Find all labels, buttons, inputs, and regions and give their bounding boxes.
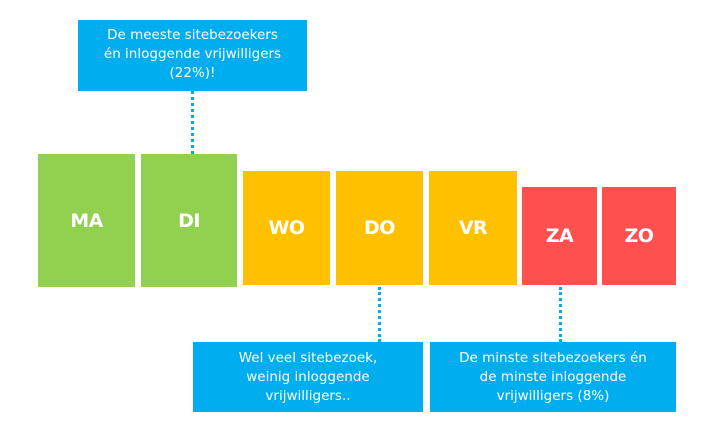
day-label-ma: MA: [70, 209, 103, 232]
day-block-ma: MA: [38, 154, 135, 287]
day-label-zo: ZO: [624, 225, 654, 247]
callout-right-line-1: De minste sitebezoekers én: [459, 350, 647, 366]
day-label-wo: WO: [268, 217, 305, 239]
day-label-vr: VR: [458, 217, 488, 239]
day-label-za: ZA: [545, 225, 574, 247]
callout-right-line-2: de minste inloggende: [479, 369, 627, 385]
day-block-di: DI: [141, 154, 237, 287]
connector-middle: [378, 287, 381, 342]
day-label-di: DI: [178, 209, 200, 232]
day-block-wo: WO: [243, 171, 330, 285]
callout-middle-line-3: vrijwilligers..: [265, 388, 351, 404]
callout-top-line-2: én inloggende vrijwilligers: [103, 46, 282, 62]
callout-top-line-1: De meeste sitebezoekers: [107, 27, 278, 43]
connector-right: [559, 287, 562, 342]
callout-top-line-3: (22%)!: [169, 65, 216, 81]
callout-middle-line-2: weinig inloggende: [246, 369, 370, 385]
day-label-do: DO: [364, 217, 395, 239]
connector-top: [191, 91, 194, 154]
day-block-vr: VR: [429, 171, 517, 285]
callout-middle-line-1: Wel veel sitebezoek,: [238, 350, 378, 366]
day-block-zo: ZO: [602, 187, 676, 285]
callout-right: De minste sitebezoekers én de minste inl…: [430, 342, 676, 412]
callout-middle: Wel veel sitebezoek, weinig inloggende v…: [193, 342, 423, 412]
callout-top: De meeste sitebezoekers én inloggende vr…: [78, 20, 307, 91]
callout-right-line-3: vrijwilligers (8%): [496, 388, 610, 404]
day-block-do: DO: [336, 171, 423, 285]
day-block-za: ZA: [522, 187, 597, 285]
